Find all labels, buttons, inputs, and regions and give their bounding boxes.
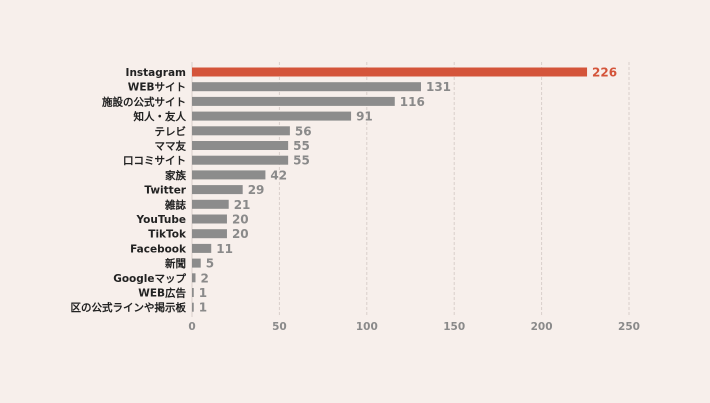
x-tick-label: 50 xyxy=(272,321,287,333)
category-label: Facebook xyxy=(130,243,187,255)
x-tick-label: 200 xyxy=(531,321,553,333)
category-label: Googleマップ xyxy=(113,272,186,285)
value-label: 56 xyxy=(295,124,312,138)
bar xyxy=(192,170,266,180)
value-label: 20 xyxy=(232,213,249,227)
value-label: 116 xyxy=(400,95,425,109)
value-label: 55 xyxy=(293,154,310,168)
bar xyxy=(192,243,212,253)
category-label: 雑誌 xyxy=(164,198,186,211)
bar xyxy=(192,111,352,121)
value-label: 11 xyxy=(216,242,233,256)
bar xyxy=(192,288,194,297)
category-label: テレビ xyxy=(155,125,187,138)
value-label: 5 xyxy=(206,257,214,271)
value-label: 42 xyxy=(270,168,287,182)
category-label: Twitter xyxy=(144,185,186,197)
x-tick-label: 100 xyxy=(356,321,378,333)
value-label: 226 xyxy=(592,66,617,80)
bar xyxy=(192,96,395,106)
bar xyxy=(192,273,196,283)
bar xyxy=(192,214,227,224)
category-label: 口コミサイト xyxy=(123,155,186,167)
category-label: WEB広告 xyxy=(138,287,186,300)
bar xyxy=(192,302,194,312)
x-tick-label: 250 xyxy=(618,321,640,333)
labels-layer: Instagram 226 WEBサイト 131 施設の公式サイト 116 知人・友人 91 テ… xyxy=(71,66,618,315)
bar xyxy=(192,126,290,136)
bars-layer xyxy=(192,67,588,312)
category-label: Instagram xyxy=(126,67,187,79)
value-label: 1 xyxy=(199,286,207,300)
value-label: 2 xyxy=(200,271,208,285)
category-label: 施設の公式サイト xyxy=(102,95,186,108)
category-label: WEBサイト xyxy=(128,82,186,94)
bar xyxy=(192,155,289,165)
bar xyxy=(192,185,243,195)
bar xyxy=(192,82,421,92)
category-label: ママ友 xyxy=(155,140,187,153)
bar xyxy=(192,199,229,209)
bar xyxy=(192,229,227,239)
category-label: 新聞 xyxy=(165,257,186,270)
category-label: TikTok xyxy=(148,229,187,241)
category-label: YouTube xyxy=(136,214,186,226)
category-label: 知人・友人 xyxy=(134,110,187,123)
x-tick-label: 150 xyxy=(443,321,465,333)
bar xyxy=(192,141,289,150)
value-label: 29 xyxy=(248,183,265,197)
category-label: 家族 xyxy=(165,169,186,182)
x-tick-label: 0 xyxy=(188,321,195,333)
bar xyxy=(192,258,201,268)
value-label: 131 xyxy=(426,80,451,94)
bar xyxy=(192,67,588,77)
x-axis-ticks: 0 50 100 150 200 250 xyxy=(188,321,640,333)
value-label: 91 xyxy=(356,110,373,124)
value-label: 1 xyxy=(199,301,207,315)
value-label: 20 xyxy=(232,227,249,241)
category-label: 区の公式ラインや掲示板 xyxy=(71,301,187,314)
value-label: 21 xyxy=(234,198,251,212)
value-label: 55 xyxy=(293,139,310,153)
